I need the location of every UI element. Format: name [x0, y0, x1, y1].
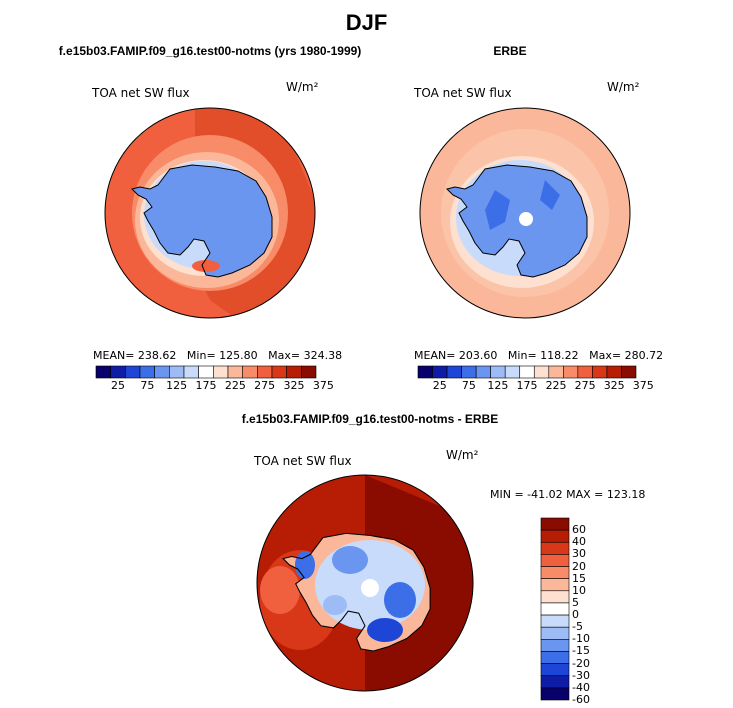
- colorbar-swatch: [154, 365, 170, 379]
- colorbar-swatch: [533, 365, 550, 379]
- colorbar-tick-label: -10: [572, 632, 590, 646]
- colorbar-swatch: [540, 687, 570, 701]
- colorbar-2: [417, 365, 637, 379]
- colorbar-tick-label: -60: [572, 693, 590, 706]
- colorbar-tick-label: 60: [572, 523, 586, 537]
- colorbar-swatch: [169, 365, 185, 379]
- map-2: [420, 108, 630, 318]
- colorbar-swatch: [432, 365, 448, 379]
- colorbar-tick-label: 225: [545, 379, 567, 392]
- colorbar-1: [95, 365, 317, 379]
- colorbar-swatch: [475, 365, 491, 379]
- panel-3-title: f.e15b03.FAMIP.f09_g16.test00-notms - ER…: [241, 412, 499, 426]
- colorbar-tick-label: 175: [516, 379, 538, 392]
- panel-2-title: ERBE: [493, 44, 527, 58]
- panel-2-units: W/m²: [607, 80, 640, 94]
- colorbar-tick-label: 5: [572, 595, 579, 609]
- colorbar-tick-label: 375: [312, 379, 334, 392]
- map-1: [105, 108, 315, 318]
- colorbar-swatch: [540, 614, 570, 628]
- colorbar-tick-label: 15: [572, 571, 586, 585]
- colorbar-tick-label: 25: [432, 379, 447, 392]
- colorbar-swatch: [540, 529, 570, 543]
- colorbar-tick-label: 0: [572, 608, 579, 622]
- colorbar-tick-label: 10: [572, 583, 586, 597]
- figure-title: DJF: [345, 10, 388, 35]
- colorbar-tick-label: 40: [572, 535, 586, 549]
- colorbar-tick-label: 75: [461, 379, 476, 392]
- colorbar-swatch: [125, 365, 141, 379]
- colorbar-swatch: [540, 590, 570, 604]
- colorbar-swatch: [227, 365, 243, 379]
- colorbar-swatch: [504, 365, 521, 379]
- colorbar-tick-label: -5: [572, 620, 583, 634]
- colorbar-swatch: [540, 651, 570, 664]
- colorbar-swatch: [490, 365, 506, 379]
- map-2-frame: [419, 107, 631, 319]
- colorbar-swatch: [540, 517, 570, 531]
- colorbar-swatch: [110, 365, 126, 379]
- colorbar-tick-label: -30: [572, 668, 590, 682]
- colorbar-tick-label: 325: [283, 379, 305, 392]
- panel-1-units: W/m²: [286, 80, 319, 94]
- colorbar-swatch: [271, 365, 287, 379]
- map-1-frame: [104, 107, 316, 319]
- colorbar-swatch: [540, 639, 570, 652]
- colorbar-tick-label: 275: [254, 379, 276, 392]
- panel-2-variable-label: TOA net SW flux: [414, 86, 512, 100]
- panel-1-variable-label: TOA net SW flux: [92, 86, 190, 100]
- colorbar-swatch: [461, 365, 477, 379]
- panel-3-stats: MIN = -41.02 MAX = 123.18: [490, 488, 646, 501]
- colorbar-swatch: [540, 578, 570, 592]
- panel-3-variable-label: TOA net SW flux: [254, 454, 352, 468]
- colorbar-swatch: [301, 365, 317, 379]
- colorbar-tick-label: 125: [487, 379, 509, 392]
- panel-1-stats: MEAN= 238.62 Min= 125.80 Max= 324.38: [93, 349, 343, 362]
- colorbar-swatch: [446, 365, 462, 379]
- colorbar-tick-label: 25: [111, 379, 125, 392]
- colorbar-swatch: [183, 365, 199, 379]
- colorbar-swatch: [540, 566, 570, 579]
- colorbar-swatch: [592, 365, 608, 379]
- colorbar-swatch: [198, 365, 214, 379]
- colorbar-swatch: [95, 365, 111, 379]
- colorbar-tick-label: 225: [224, 379, 246, 392]
- colorbar-swatch: [606, 365, 622, 379]
- colorbar-3: [540, 517, 570, 701]
- colorbar-tick-label: -15: [572, 644, 590, 658]
- colorbar-swatch: [548, 365, 564, 379]
- panel-1-title: f.e15b03.FAMIP.f09_g16.test00-notms (yrs…: [58, 44, 362, 58]
- colorbar-swatch: [540, 663, 570, 677]
- colorbar-swatch: [621, 365, 637, 379]
- map-3-frame: [256, 474, 474, 692]
- colorbar-tick-label: 125: [166, 379, 188, 392]
- colorbar-swatch: [257, 365, 273, 379]
- colorbar-tick-label: 375: [632, 379, 654, 392]
- colorbar-swatch: [519, 365, 535, 379]
- colorbar-swatch: [242, 365, 258, 379]
- colorbar-swatch: [540, 541, 570, 555]
- colorbar-tick-label: 75: [140, 379, 155, 392]
- colorbar-swatch: [286, 365, 302, 379]
- panel-3-units: W/m²: [446, 448, 479, 462]
- colorbar-swatch: [540, 675, 570, 689]
- panel-2-stats: MEAN= 203.60 Min= 118.22 Max= 280.72: [414, 349, 664, 362]
- colorbar-tick-label: -40: [572, 680, 590, 694]
- colorbar-swatch: [417, 365, 433, 379]
- colorbar-swatch: [540, 602, 570, 616]
- colorbar-swatch: [563, 365, 579, 379]
- colorbar-swatch: [577, 365, 593, 379]
- colorbar-swatch: [213, 365, 229, 379]
- colorbar-tick-label: 275: [574, 379, 596, 392]
- colorbar-tick-label: 20: [572, 559, 586, 573]
- colorbar-tick-label: 30: [572, 547, 586, 561]
- map-3: [257, 475, 473, 691]
- colorbar-swatch: [139, 365, 155, 379]
- colorbar-swatch: [540, 626, 570, 640]
- colorbar-tick-label: 325: [603, 379, 625, 392]
- colorbar-tick-label: 175: [195, 379, 217, 392]
- colorbar-tick-label: -20: [572, 656, 590, 670]
- colorbar-swatch: [540, 554, 570, 567]
